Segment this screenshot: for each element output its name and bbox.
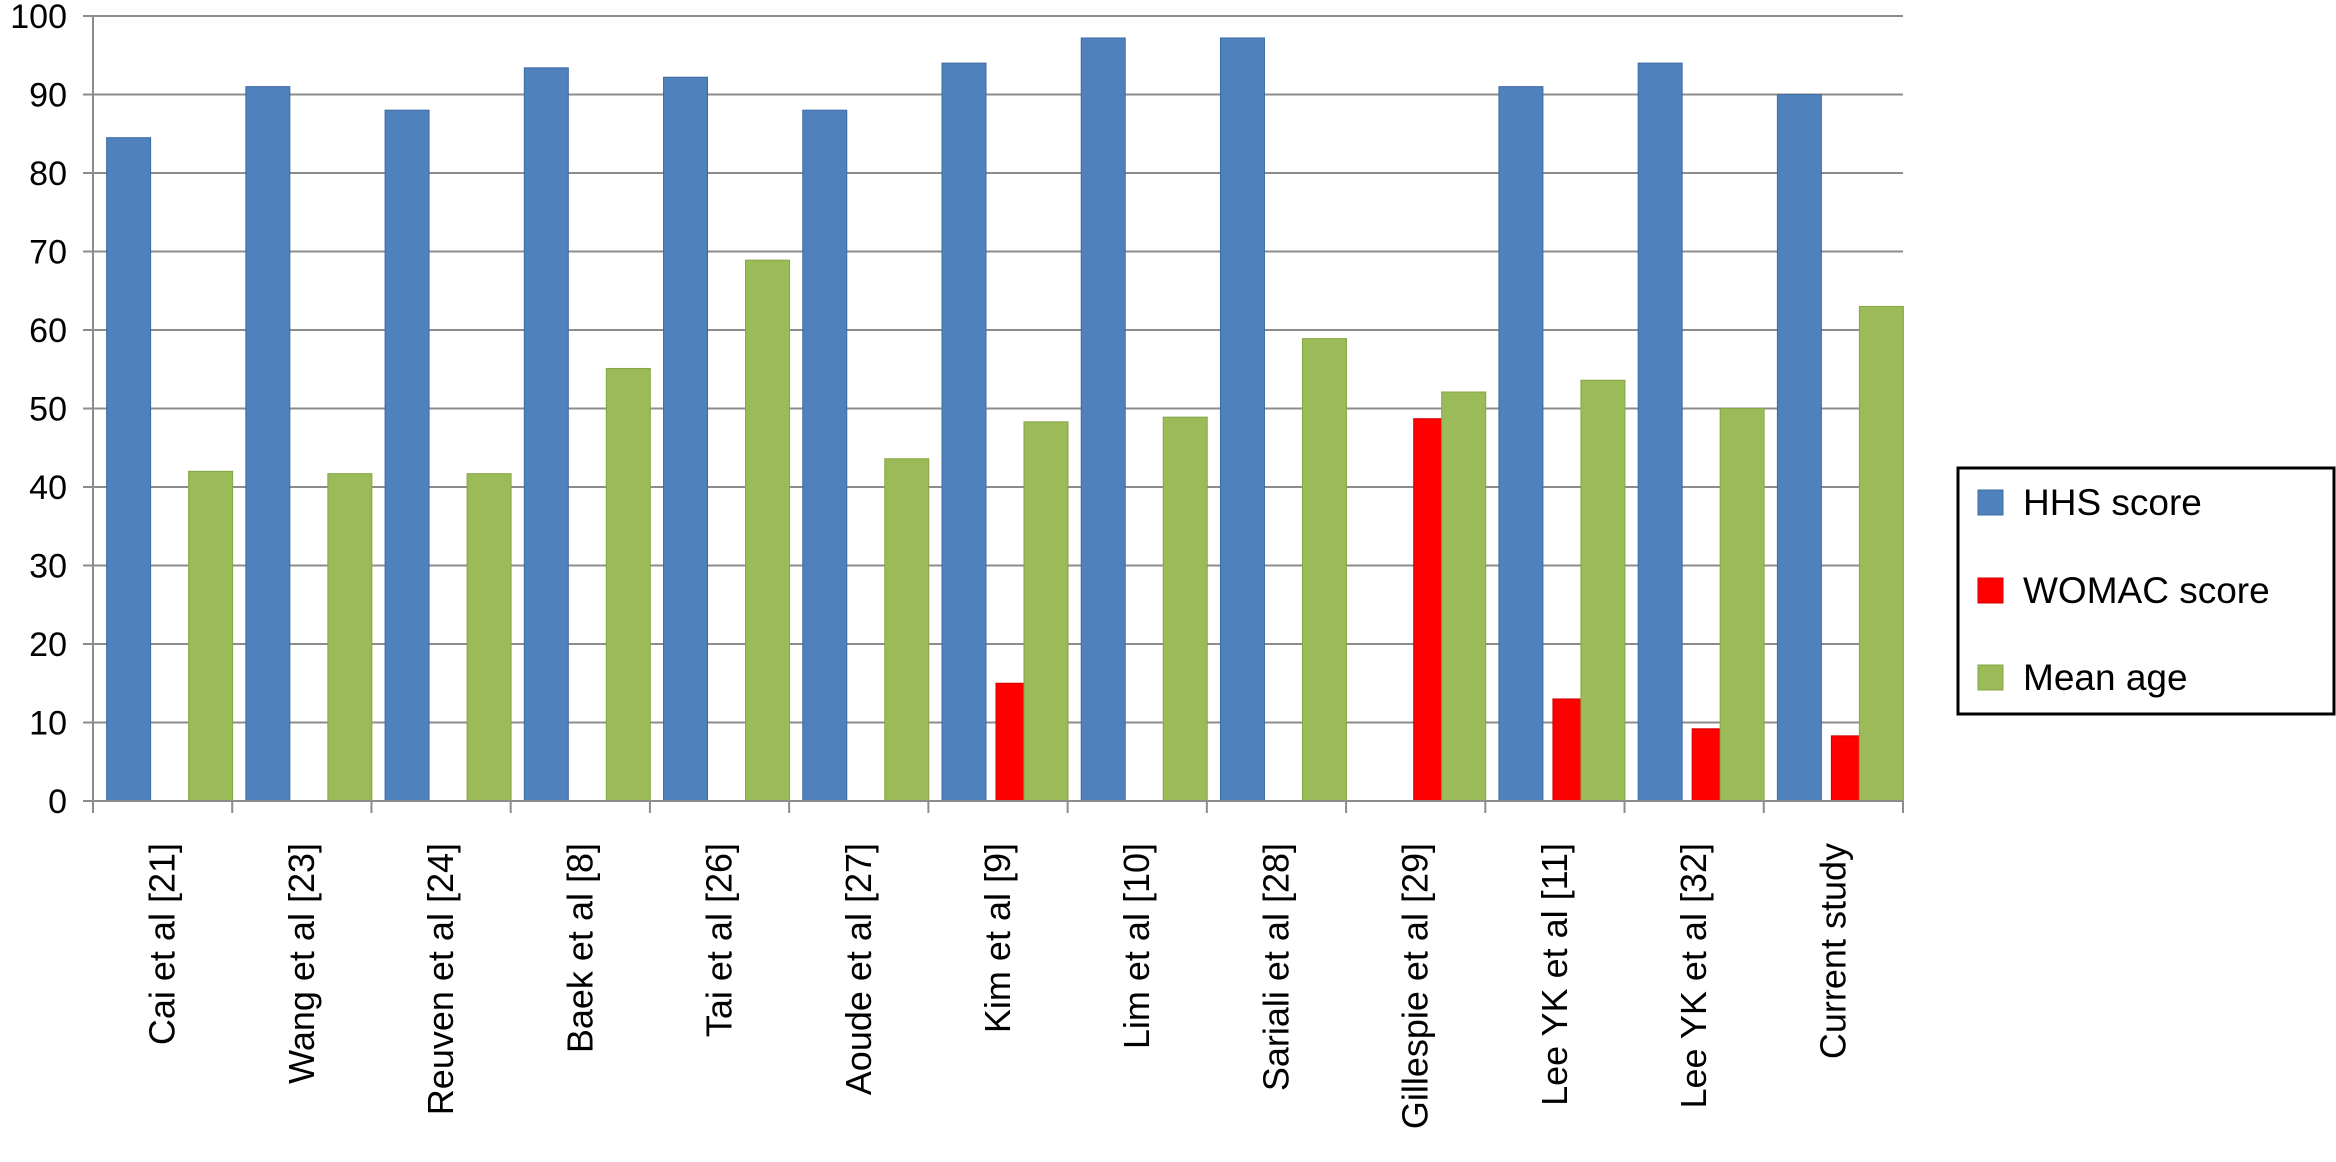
bar-mean-age — [1441, 391, 1487, 802]
y-tick-label: 10 — [29, 705, 67, 743]
category-label: Current study — [1812, 843, 1853, 1059]
bar-hhs-score — [663, 76, 709, 802]
y-tick-label: 70 — [29, 234, 67, 272]
bar-hhs-score — [1080, 37, 1126, 802]
bar-hhs-score — [384, 109, 430, 802]
bar-mean-age — [605, 367, 651, 802]
bar-mean-age — [1580, 379, 1626, 802]
y-axis-tick-labels: 0 10 20 30 40 50 60 70 80 90 100 — [10, 0, 67, 821]
category-label: Aoude et al [27] — [838, 843, 879, 1095]
category-label: Gillespie et al [29] — [1395, 843, 1436, 1129]
bar-hhs-score — [1776, 94, 1822, 802]
category-label: Lee YK et al [32] — [1673, 843, 1714, 1109]
bar-mean-age — [466, 473, 512, 802]
legend-label: HHS score — [2023, 482, 2202, 523]
bar-hhs-score — [1219, 37, 1265, 802]
y-tick-label: 90 — [29, 77, 67, 115]
legend-swatch — [1977, 577, 2004, 604]
legend-swatch — [1977, 489, 2004, 516]
legend-label: Mean age — [2023, 657, 2188, 698]
legend: HHS score WOMAC score Mean age — [1956, 466, 2336, 716]
y-tick-label: 40 — [29, 469, 67, 507]
bars — [106, 37, 1904, 802]
legend-swatch — [1977, 664, 2004, 691]
bar-mean-age — [745, 259, 791, 802]
y-tick-label: 30 — [29, 548, 67, 586]
bar-hhs-score — [245, 86, 291, 802]
y-tick-label: 20 — [29, 626, 67, 664]
bar-mean-age — [1858, 305, 1904, 802]
bar-mean-age — [1301, 338, 1347, 802]
category-label: Lee YK et al [11] — [1534, 843, 1575, 1106]
y-tick-label: 0 — [48, 783, 67, 821]
y-tick-label: 80 — [29, 155, 67, 193]
bar-mean-age — [1719, 408, 1765, 802]
category-label: Lim et al [10] — [1116, 843, 1157, 1049]
y-tick-label: 60 — [29, 312, 67, 350]
bar-mean-age — [884, 458, 930, 802]
bar-mean-age — [1162, 416, 1208, 802]
bar-hhs-score — [941, 62, 987, 802]
bar-mean-age — [327, 473, 373, 802]
category-label: Wang et al [23] — [281, 843, 322, 1084]
category-label: Baek et al [8] — [559, 843, 600, 1053]
y-tick-label: 100 — [10, 0, 67, 36]
category-label: Reuven et al [24] — [420, 843, 461, 1115]
category-label: Cai et al [21] — [142, 843, 183, 1045]
bar-hhs-score — [106, 137, 152, 802]
y-tick-label: 50 — [29, 391, 67, 429]
legend-box — [1956, 466, 2336, 716]
bar-mean-age — [1023, 421, 1069, 802]
bar-hhs-score — [802, 109, 848, 802]
category-label: Tai et al [26] — [699, 843, 740, 1037]
category-label: Kim et al [9] — [977, 843, 1018, 1033]
bar-hhs-score — [1498, 86, 1544, 802]
x-axis-category-labels: Cai et al [21] Wang et al [23] Reuven et a… — [142, 843, 1854, 1129]
legend-label: WOMAC score — [2023, 570, 2270, 611]
bar-hhs-score — [523, 67, 569, 802]
bar-hhs-score — [1637, 62, 1683, 802]
bar-mean-age — [188, 470, 234, 802]
category-label: Sariali et al [28] — [1255, 843, 1296, 1091]
axes — [92, 16, 1904, 813]
